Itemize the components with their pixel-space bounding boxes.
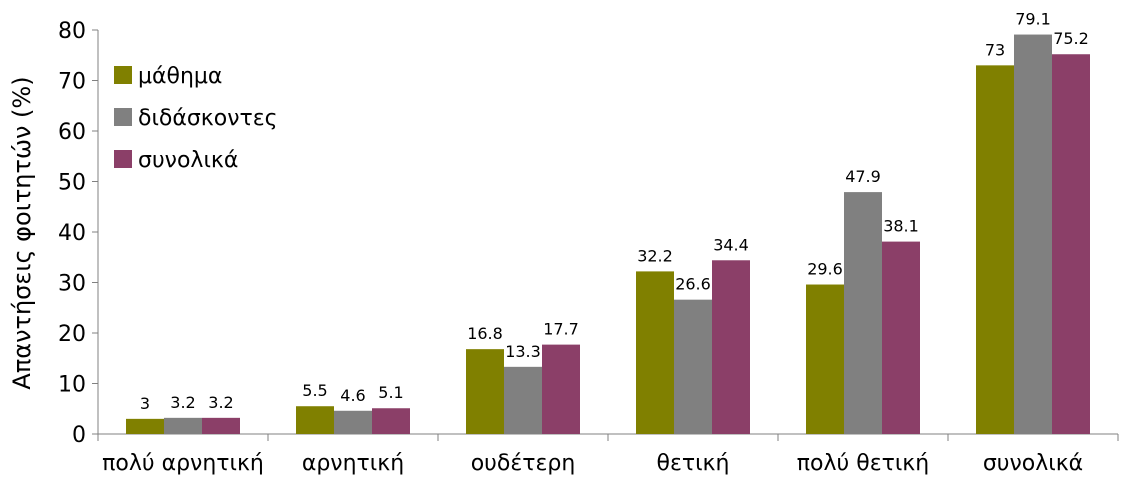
y-tick-label: 20 (58, 322, 86, 347)
data-label: 32.2 (637, 246, 673, 265)
bar (542, 344, 580, 434)
bar (1052, 54, 1090, 435)
legend-swatch (114, 66, 132, 84)
data-label: 3 (140, 394, 150, 413)
bar (1014, 34, 1052, 435)
axes: 0 10 20 30 40 50 60 70 80 πολύ αρνητική αρνητική ου… (58, 19, 1119, 476)
y-tick-label: 70 (58, 70, 86, 95)
bar (202, 417, 240, 434)
legend: μάθημα διδάσκοντες συνολικά (114, 64, 278, 173)
bar (636, 271, 674, 434)
y-tick-label: 50 (58, 171, 86, 196)
y-axis-title: Απαντήσεις φοιτητών (%) (8, 76, 36, 389)
x-tick-label: θετική (657, 451, 730, 476)
data-label: 16.8 (467, 324, 503, 343)
data-label: 5.1 (378, 383, 403, 402)
legend-swatch (114, 108, 132, 126)
data-label: 5.5 (302, 381, 327, 400)
data-label: 73 (985, 40, 1005, 59)
data-label: 34.4 (713, 235, 749, 254)
y-tick-label: 10 (58, 373, 86, 398)
x-tick-label: πολύ θετική (797, 451, 929, 476)
data-label: 3.2 (170, 393, 195, 412)
bar (334, 410, 372, 434)
data-label: 38.1 (883, 217, 919, 236)
data-label: 4.6 (340, 386, 365, 405)
bar (296, 406, 334, 434)
bar (674, 299, 712, 434)
y-tick-label: 60 (58, 120, 86, 145)
x-tick-label: συνολικά (983, 451, 1083, 476)
bar (976, 65, 1014, 434)
data-label: 17.7 (543, 320, 579, 339)
bar (164, 417, 202, 434)
data-label: 47.9 (845, 167, 881, 186)
data-label: 13.3 (505, 342, 541, 361)
x-tick-label: πολύ αρνητική (102, 451, 264, 476)
legend-label: μάθημα (138, 64, 222, 89)
data-label: 75.2 (1053, 29, 1089, 48)
data-labels: 3 3.2 3.2 5.5 4.6 5.1 16.813.317.7 32.226.6 34.4… (140, 10, 1089, 413)
legend-swatch (114, 150, 132, 168)
x-tick-label: αρνητική (302, 451, 404, 476)
bar (372, 408, 410, 434)
x-tick-label: ουδέτερη (471, 451, 576, 476)
y-tick-label: 40 (58, 221, 86, 246)
data-label: 26.6 (675, 275, 711, 294)
y-tick-label: 30 (58, 272, 86, 297)
bar (504, 366, 542, 434)
data-label: 3.2 (208, 393, 233, 412)
bar (126, 418, 164, 434)
bar (882, 241, 920, 434)
bar (844, 192, 882, 434)
data-label: 79.1 (1015, 10, 1051, 29)
bar (466, 349, 504, 434)
bar (712, 260, 750, 434)
data-label: 29.6 (807, 260, 843, 279)
y-tick-label: 80 (58, 19, 86, 44)
y-tick-label: 0 (72, 423, 86, 448)
bars (126, 34, 1090, 435)
legend-label: συνολικά (138, 148, 238, 173)
legend-label: διδάσκοντες (138, 106, 278, 131)
bar (806, 284, 844, 434)
